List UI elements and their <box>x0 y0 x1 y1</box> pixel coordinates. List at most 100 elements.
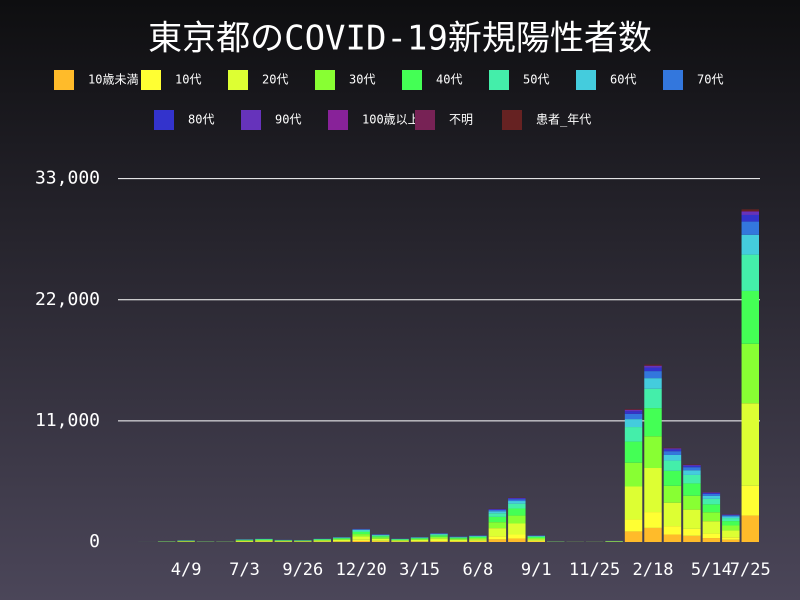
bar-segment <box>527 538 545 540</box>
bar-segment <box>391 539 409 541</box>
bar-segment <box>702 533 721 539</box>
bar-segment <box>683 528 701 536</box>
bar-segment <box>741 515 759 542</box>
x-tick-label: 9/1 <box>521 560 552 580</box>
bar-segment <box>722 515 740 517</box>
bar-segment <box>255 539 273 541</box>
bar-segment <box>469 539 487 541</box>
chart-title: 東京都のCOVID-19新規陽性者数 <box>148 19 652 59</box>
bar-segment <box>508 523 526 535</box>
bar-segment <box>663 470 682 486</box>
bar-segment <box>430 541 448 542</box>
bar-segment <box>352 530 370 532</box>
bar-segment <box>371 541 390 542</box>
bar-segment <box>488 528 507 537</box>
legend-swatch <box>241 110 261 130</box>
bar-segment <box>741 211 759 215</box>
bar-segment <box>488 509 507 510</box>
bar-segment <box>683 470 701 475</box>
legend-swatch <box>576 70 596 90</box>
bar-segment <box>741 485 759 516</box>
bar-segment <box>352 540 370 542</box>
bar-segment <box>391 540 409 541</box>
bar-segment <box>722 530 740 538</box>
bar-segment <box>722 516 740 519</box>
bar-segment <box>702 512 721 522</box>
legend-swatch <box>54 70 74 90</box>
bar-segment <box>274 541 293 542</box>
bar-segment <box>722 525 740 531</box>
x-tick-label: 7/25 <box>730 560 771 580</box>
bar-segment <box>469 540 487 542</box>
x-tick-label: 6/8 <box>463 560 494 580</box>
bar-segment <box>352 536 370 540</box>
bar-segment <box>624 486 643 520</box>
bar-segment <box>527 540 545 542</box>
x-tick-label: 4/9 <box>171 560 202 580</box>
bar-segment <box>430 535 448 537</box>
bar-segment <box>469 541 487 542</box>
bar-segment <box>702 504 721 513</box>
bar-segment <box>430 538 448 541</box>
legend-label: 10代 <box>175 73 201 87</box>
bar-segment <box>624 413 643 420</box>
legend-swatch <box>141 70 161 90</box>
bar-segment <box>702 492 721 494</box>
legend-label: 70代 <box>697 73 723 87</box>
bar-segment <box>371 535 390 537</box>
bar-segment <box>644 378 662 389</box>
bar-segment <box>741 209 759 212</box>
bar-segment <box>527 536 545 537</box>
bar-segment <box>410 538 429 540</box>
bar-segment <box>333 539 351 542</box>
bar-segment <box>663 526 682 535</box>
bar-segment <box>508 503 526 509</box>
bar-segment <box>702 538 721 542</box>
bar-segment <box>663 448 682 450</box>
bar-segment <box>469 538 487 540</box>
bar-segment <box>663 485 682 503</box>
bar-segment <box>624 427 643 442</box>
bar-segment <box>449 537 468 538</box>
legend-swatch <box>315 70 335 90</box>
bar-segment <box>313 540 331 541</box>
legend-label: 不明 <box>449 113 473 127</box>
bar-segment <box>488 509 507 512</box>
bar-segment <box>488 536 507 540</box>
bar-segment <box>469 536 487 537</box>
bar-segment <box>663 454 682 461</box>
bar-segment <box>722 518 740 522</box>
bar-segment <box>371 537 390 539</box>
bar-segment <box>352 531 370 535</box>
bar-segment <box>313 539 331 541</box>
legend-label: 80代 <box>188 113 214 127</box>
bar-segment <box>683 465 701 468</box>
bar-segment <box>702 493 721 496</box>
bar-segment <box>683 483 701 496</box>
legend-label: 10歳未満 <box>88 73 138 87</box>
bar-segment <box>644 365 662 368</box>
bar-segment <box>624 519 643 532</box>
bar-segment <box>644 468 662 513</box>
x-tick-label: 2/18 <box>633 560 674 580</box>
y-tick-label: 0 <box>89 531 100 552</box>
x-tick-label: 3/15 <box>399 560 440 580</box>
bar-segment <box>624 408 643 410</box>
bar-segment <box>488 513 507 517</box>
legend-label: 患者_年代 <box>536 113 591 127</box>
legend-label: 60代 <box>610 73 636 87</box>
legend-swatch <box>402 70 422 90</box>
bar-segment <box>683 464 701 466</box>
bar-segment <box>352 539 370 541</box>
legend-label: 90代 <box>275 113 301 127</box>
bar-segment <box>449 537 468 539</box>
bar-segment <box>371 536 390 538</box>
legend-swatch <box>489 70 509 90</box>
bar-segment <box>663 449 682 452</box>
bar-segment <box>255 540 273 541</box>
bar-segment <box>683 509 701 529</box>
bar-segment <box>683 535 701 542</box>
bar-segment <box>430 540 448 542</box>
bar-segment <box>722 539 740 542</box>
